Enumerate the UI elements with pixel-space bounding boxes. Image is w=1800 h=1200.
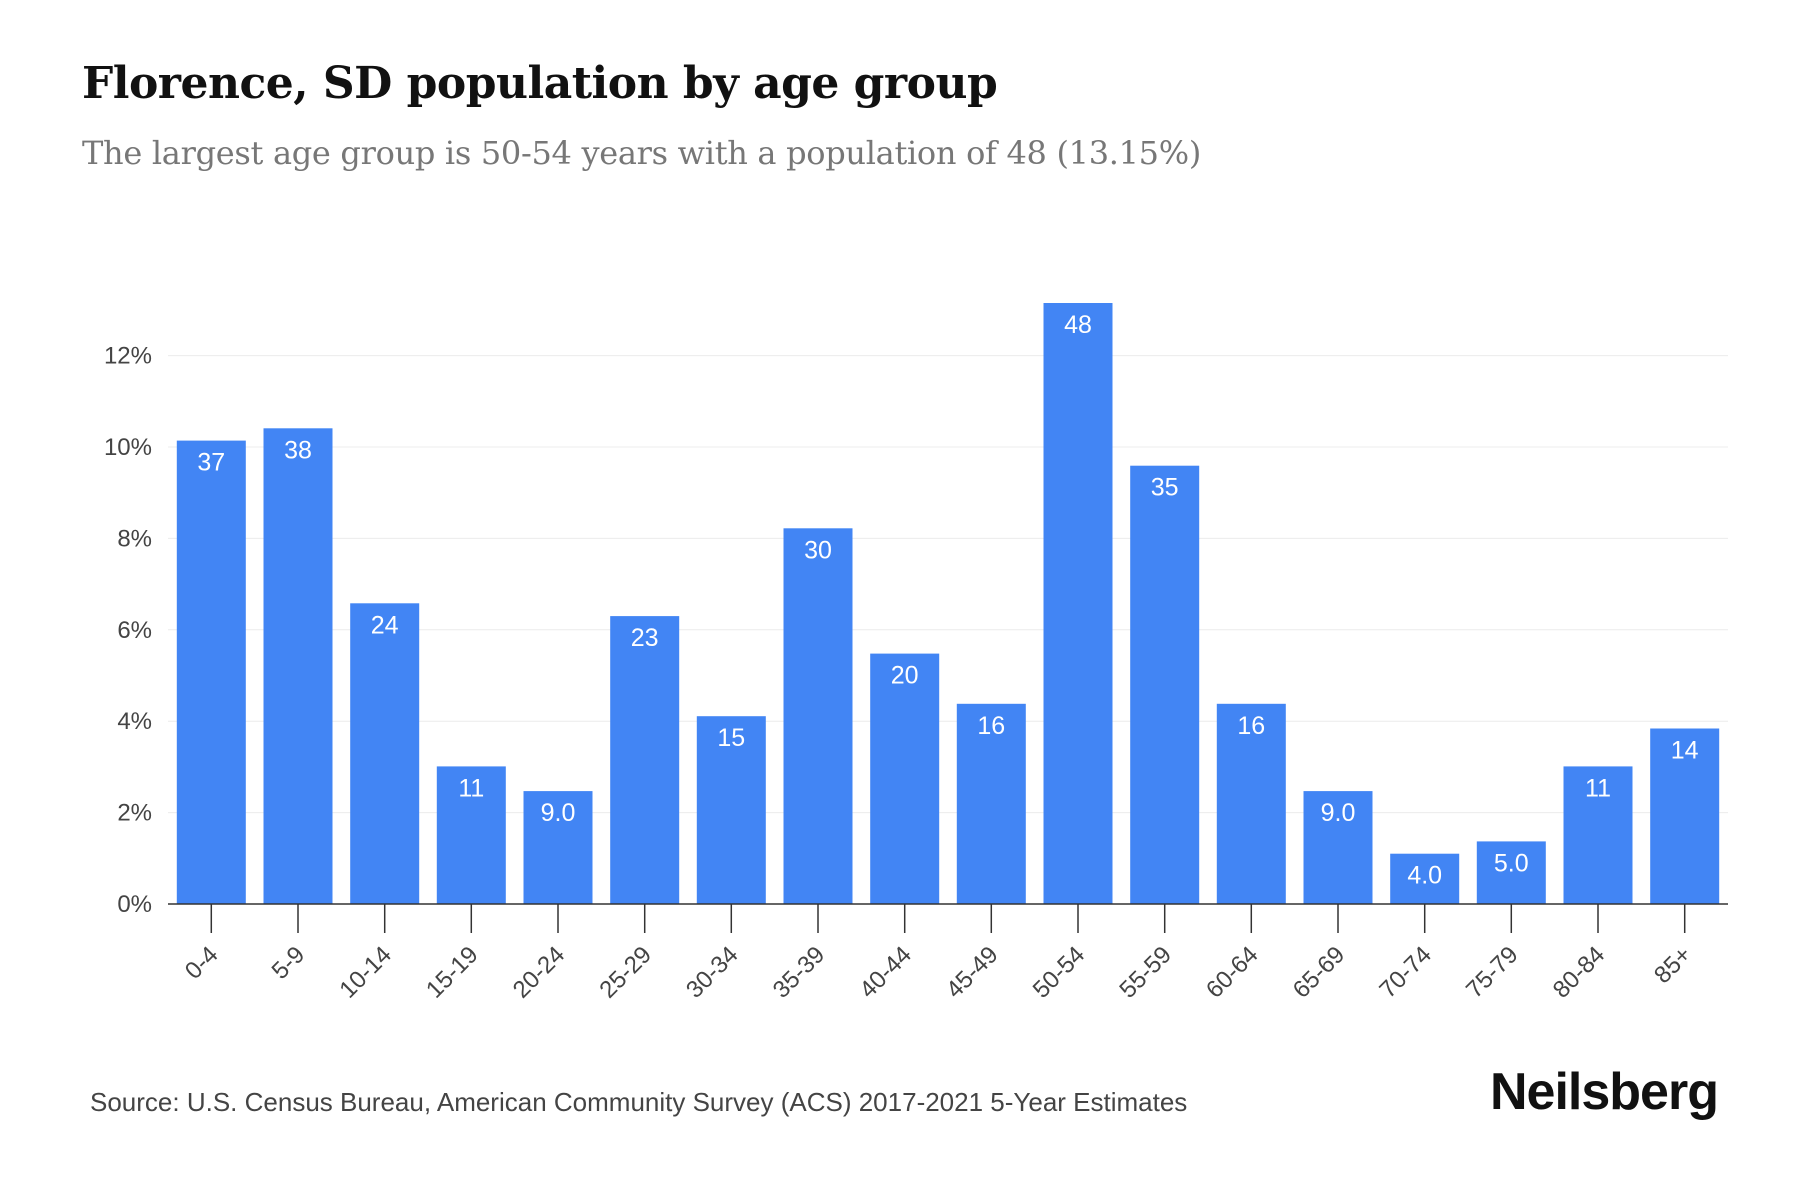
bar	[1390, 853, 1460, 904]
bars	[176, 303, 1720, 904]
bar	[956, 703, 1026, 904]
data-label: 15	[717, 724, 745, 752]
y-tick-label: 6%	[117, 617, 152, 644]
bar	[436, 766, 506, 904]
y-axis-ticks: 0% 2% 4% 6% 8% 10% 12%	[104, 343, 152, 918]
data-label: 30	[804, 536, 832, 564]
x-tick-label: 25-29	[594, 941, 657, 1004]
data-label: 24	[371, 611, 399, 639]
bar	[783, 528, 853, 904]
data-label: 11	[1585, 774, 1611, 802]
y-tick-label: 12%	[104, 343, 152, 370]
x-tick-label: 75-79	[1461, 941, 1524, 1004]
data-label: 4.0	[1407, 862, 1442, 890]
brand-logo: Neilsberg	[1490, 1063, 1719, 1121]
bar	[1476, 841, 1546, 904]
x-tick-label: 20-24	[508, 941, 571, 1004]
x-tick-label: 35-39	[768, 941, 831, 1004]
bar	[870, 653, 940, 904]
data-label: 23	[631, 624, 659, 652]
y-tick-label: 4%	[117, 708, 152, 735]
chart-subtitle: The largest age group is 50-54 years wit…	[82, 134, 1202, 172]
bar	[1563, 766, 1633, 904]
data-label: 16	[977, 712, 1005, 740]
x-tick-label: 70-74	[1374, 941, 1437, 1004]
data-label: 16	[1237, 712, 1265, 740]
x-tick-label: 5-9	[267, 941, 311, 985]
bar	[1303, 791, 1373, 904]
bar	[696, 716, 766, 904]
x-tick-label: 55-59	[1114, 941, 1177, 1004]
x-tick-label: 80-84	[1548, 941, 1611, 1004]
data-label: 35	[1151, 474, 1179, 502]
x-tick-label: 50-54	[1028, 941, 1091, 1004]
bar	[1043, 303, 1113, 904]
source-note: Source: U.S. Census Bureau, American Com…	[90, 1087, 1188, 1117]
x-tick-label: 0-4	[180, 941, 224, 985]
data-label: 14	[1671, 737, 1699, 765]
x-axis-ticks: 0-4 5-9 10-14 15-19 20-24 25-29 30-34 35-39 40-4…	[180, 904, 1697, 1004]
grid-lines	[168, 355, 1728, 814]
bar	[1216, 703, 1286, 904]
bar	[176, 440, 246, 904]
chart-title: Florence, SD population by age group	[82, 58, 998, 109]
bar	[1650, 728, 1720, 904]
bar	[610, 616, 680, 904]
bar-chart: 37 38 24 11 9.0 23 15 30 20 16 48 35 16 9.0 4.0 5.0 11 14…	[104, 303, 1728, 1004]
data-label: 48	[1064, 311, 1092, 339]
data-label: 38	[284, 436, 312, 464]
bar	[350, 603, 420, 904]
y-tick-label: 0%	[117, 891, 152, 918]
x-tick-label: 10-14	[334, 941, 397, 1004]
y-tick-label: 8%	[117, 525, 152, 552]
x-tick-label: 15-19	[421, 941, 484, 1004]
y-tick-label: 10%	[104, 434, 152, 461]
x-tick-label: 30-34	[681, 941, 744, 1004]
data-label: 20	[891, 662, 919, 690]
data-labels: 37 38 24 11 9.0 23 15 30 20 16 48 35 16 9.0 4.0 5.0 11 14	[197, 311, 1698, 890]
x-tick-label: 40-44	[854, 941, 917, 1004]
data-label: 37	[197, 449, 225, 477]
x-tick-label: 60-64	[1201, 941, 1264, 1004]
x-tick-label: 85+	[1649, 941, 1697, 989]
data-label: 9.0	[541, 799, 576, 827]
data-label: 5.0	[1494, 849, 1529, 877]
bar	[263, 428, 333, 904]
bar	[523, 791, 593, 904]
x-tick-label: 45-49	[941, 941, 1004, 1004]
data-label: 11	[458, 774, 484, 802]
y-tick-label: 2%	[117, 800, 152, 827]
x-tick-label: 65-69	[1288, 941, 1351, 1004]
data-label: 9.0	[1321, 799, 1356, 827]
bar	[1130, 465, 1200, 904]
